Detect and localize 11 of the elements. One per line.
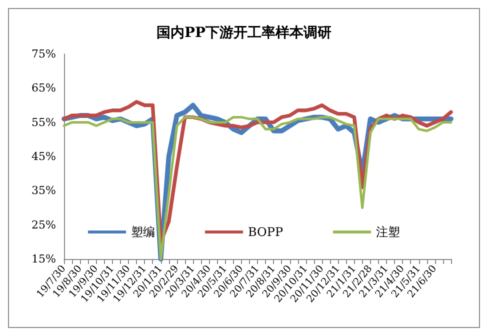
legend-label: 塑编	[130, 225, 155, 239]
chart-title: 国内PP下游开工率样本调研	[156, 24, 332, 41]
y-tick-label: 75%	[32, 48, 56, 60]
y-tick-label: 25%	[32, 218, 56, 232]
y-tick-label: 35%	[32, 184, 56, 198]
y-tick-label: 45%	[32, 150, 56, 163]
legend-label: 注塑	[376, 225, 400, 239]
legend-label: BOPP	[248, 225, 284, 239]
y-tick-label: 55%	[32, 116, 56, 129]
y-tick-label: 15%	[32, 252, 56, 266]
y-tick-label: 65%	[32, 82, 56, 95]
